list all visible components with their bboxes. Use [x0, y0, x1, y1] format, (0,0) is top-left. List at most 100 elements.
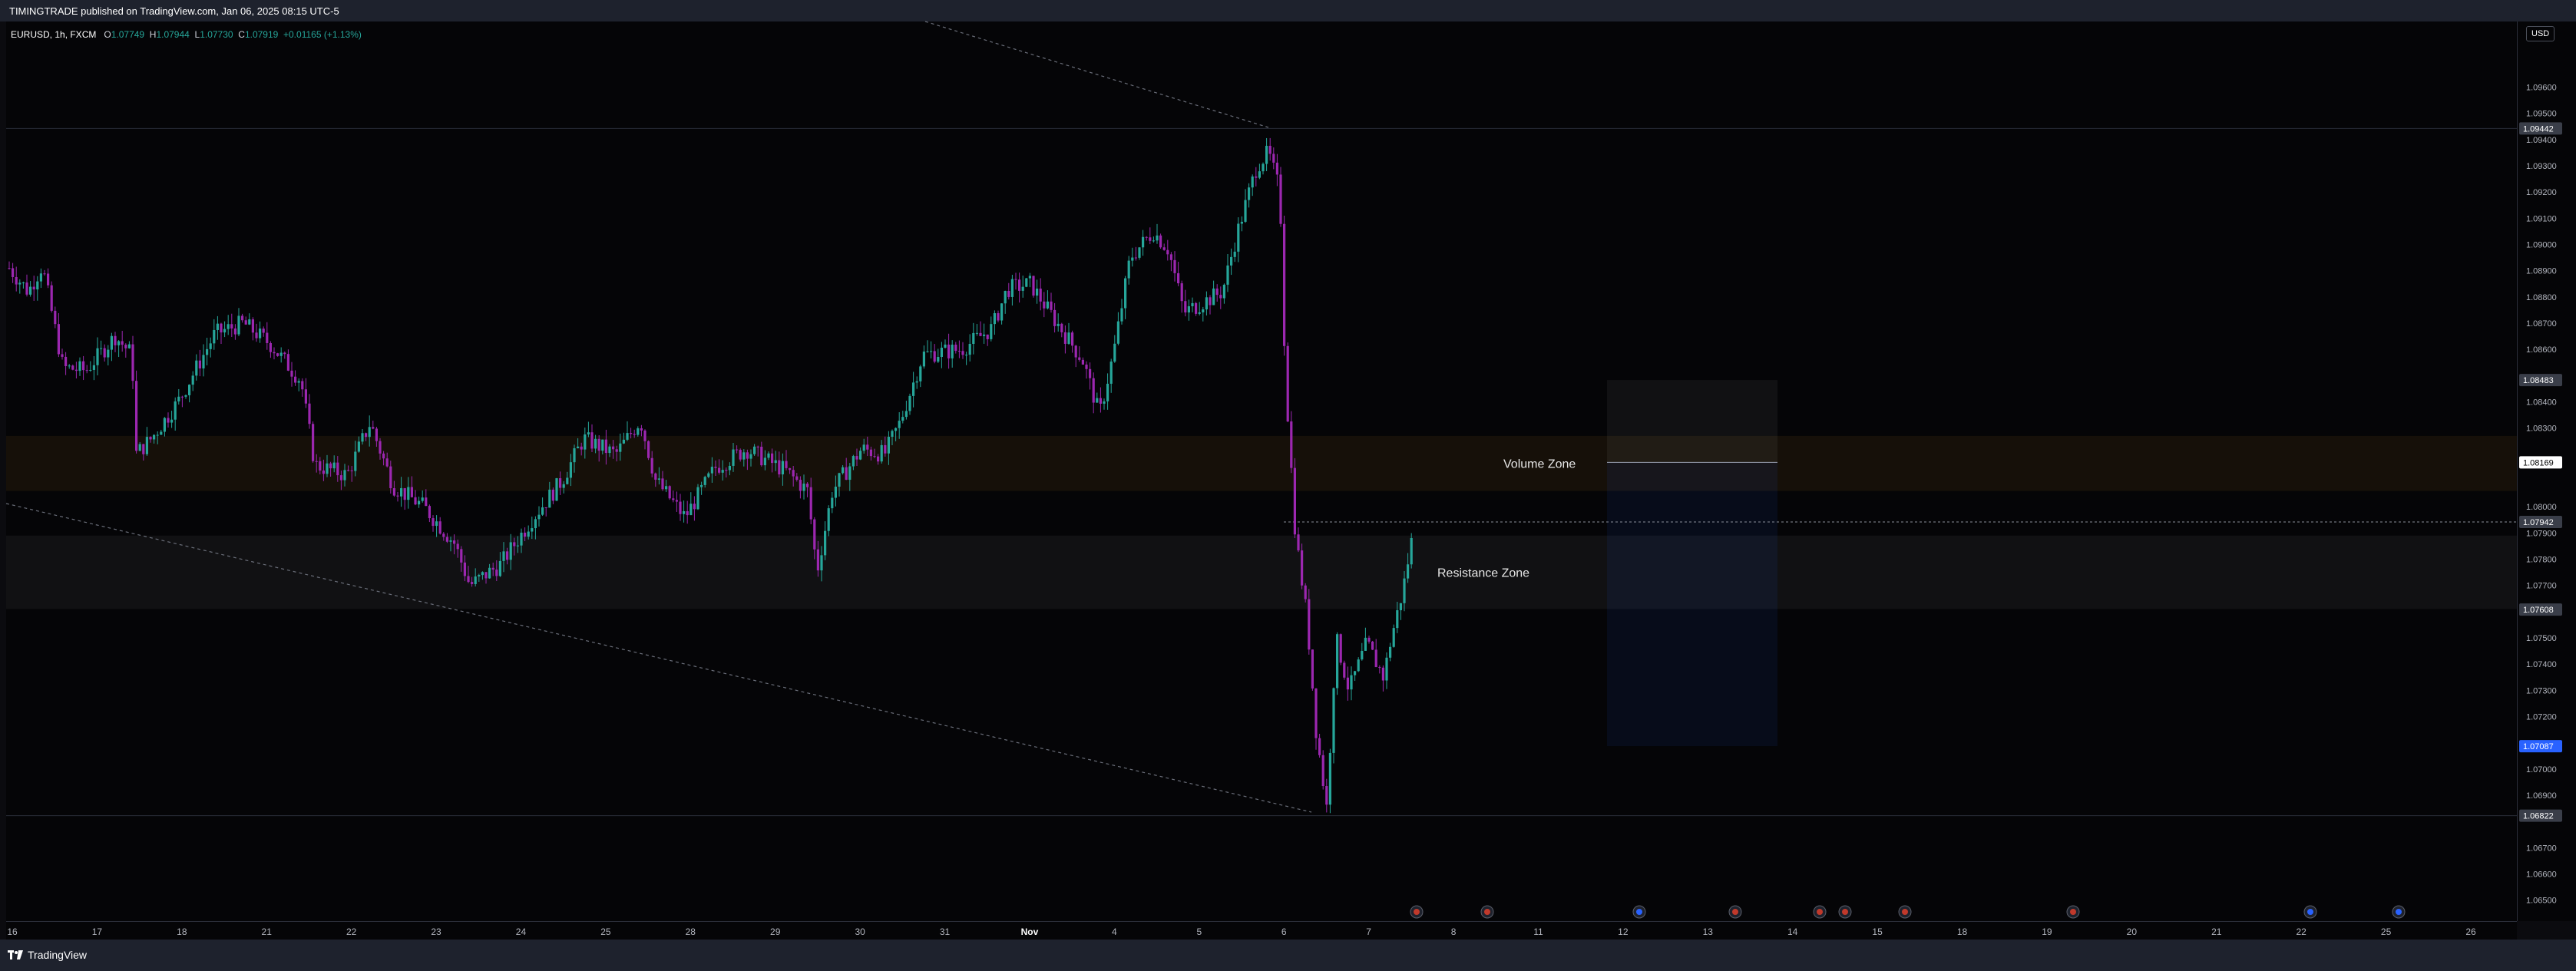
price-tick-label: 1.09000: [2526, 240, 2557, 249]
candle-body: [573, 448, 576, 463]
candle-body: [975, 332, 978, 334]
candle-body: [495, 570, 498, 576]
candle-body: [241, 315, 244, 321]
candle-body: [597, 438, 600, 451]
candle-body: [12, 268, 15, 277]
candle-body: [696, 487, 699, 510]
candle-body: [312, 424, 315, 461]
candle-body: [304, 389, 307, 404]
candle-body: [449, 540, 452, 542]
zone-volume[interactable]: [6, 435, 2517, 491]
candle-body: [513, 542, 516, 547]
candle-body: [121, 341, 124, 345]
candle-body: [922, 352, 925, 367]
candle-body: [1244, 200, 1247, 222]
publisher-bar: TIMINGTRADE published on TradingView.com…: [0, 0, 2576, 21]
candle-body: [555, 478, 558, 501]
candle-body: [509, 542, 512, 560]
position-target-box[interactable]: [1607, 380, 1777, 463]
candle-body: [74, 369, 78, 372]
chart-canvas[interactable]: Volume Zone Resistance Zone 1.09600 1.09500…: [0, 0, 2576, 940]
candle-body: [269, 342, 272, 352]
lower-trendline[interactable]: [5, 503, 1312, 813]
time-tick-label: 26: [2465, 926, 2476, 937]
event-flag-icon: [1842, 909, 1848, 915]
candle-body: [1268, 145, 1271, 154]
candle-body: [1004, 291, 1007, 304]
candle-body: [425, 497, 428, 507]
candle-body: [206, 348, 209, 355]
candle-body: [332, 462, 336, 469]
open-value: 1.07749: [111, 29, 145, 40]
candle-body: [1036, 288, 1039, 296]
candle-body: [1410, 537, 1413, 565]
candle-body: [220, 323, 223, 333]
candle-body: [1336, 634, 1339, 689]
candle-body: [544, 507, 547, 508]
candle-body: [329, 463, 332, 469]
candle-body: [396, 495, 399, 497]
price-tick-label: 1.06900: [2526, 791, 2557, 801]
candle-body: [1318, 738, 1321, 755]
tradingview-logo-icon: [8, 950, 23, 959]
candle-body: [233, 328, 236, 335]
change-value: +0.01165 (+1.13%): [283, 29, 362, 40]
candle-body: [1205, 297, 1208, 310]
price-axis[interactable]: [2517, 21, 2576, 921]
position-stop-box[interactable]: [1607, 462, 1777, 747]
candle-body: [1000, 303, 1004, 321]
price-label-box: [2519, 122, 2562, 135]
candle-body: [725, 470, 728, 471]
candle-body: [1339, 634, 1342, 663]
candle-body: [1325, 785, 1328, 805]
candle-body: [1032, 276, 1035, 296]
candle-body: [898, 421, 901, 428]
candle-body: [283, 352, 286, 355]
candle-body: [1142, 236, 1145, 248]
candle-body: [668, 486, 671, 499]
chart-area[interactable]: [6, 21, 2517, 921]
brand-name: TradingView: [28, 949, 88, 961]
candle-body: [85, 370, 88, 372]
candle-body: [1124, 278, 1127, 309]
candle-body: [202, 355, 205, 368]
candle-body: [435, 521, 438, 527]
candle-body: [1354, 671, 1357, 675]
candle-body: [789, 467, 792, 471]
candle-body: [1279, 174, 1282, 224]
candle-body: [209, 343, 212, 349]
currency-button[interactable]: USD: [2526, 26, 2555, 41]
price-tick-label: 1.09400: [2526, 136, 2557, 145]
time-tick-label: 24: [516, 926, 527, 937]
time-tick-label: 12: [1618, 926, 1629, 937]
zone-resistance[interactable]: [6, 535, 2517, 609]
candle-body: [156, 434, 159, 436]
candle-body: [357, 441, 360, 452]
upper-trendline[interactable]: [924, 21, 1269, 128]
price-label: 1.07942: [2523, 518, 2554, 527]
candle-body: [834, 487, 837, 498]
candle-body: [700, 484, 703, 487]
candle-body: [1378, 667, 1381, 669]
candle-body: [64, 356, 68, 366]
symbol-legend: EURUSD, 1h, FXCM O1.07749 H1.07944 L1.07…: [11, 29, 362, 40]
candle-body: [43, 273, 46, 275]
price-label: 1.08169: [2523, 458, 2554, 467]
candle-body: [1361, 650, 1364, 660]
candle-body: [392, 488, 395, 496]
candle-body: [506, 551, 509, 560]
candle-body: [771, 453, 774, 464]
candle-body: [343, 470, 346, 481]
price-tick-label: 1.09100: [2526, 214, 2557, 223]
candle-body: [410, 487, 413, 497]
candle-body: [1258, 171, 1261, 178]
candle-body: [1169, 254, 1172, 260]
candle-body: [39, 273, 42, 282]
time-axis[interactable]: [6, 921, 2517, 940]
candle-body: [693, 504, 696, 510]
candle-body: [138, 444, 141, 451]
candle-body: [710, 467, 713, 474]
candle-body: [838, 473, 841, 487]
candle-body: [117, 341, 121, 345]
candle-body: [1346, 677, 1349, 690]
